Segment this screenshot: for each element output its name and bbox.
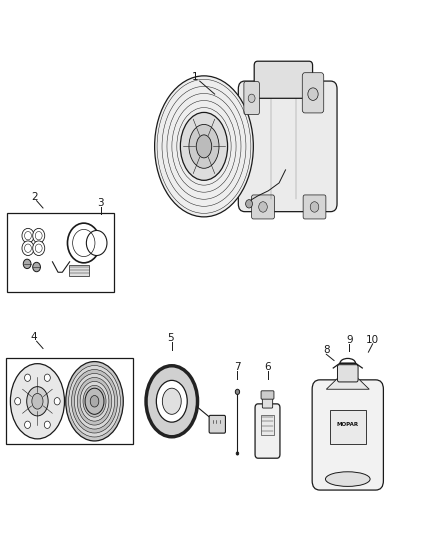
Ellipse shape [11,364,64,439]
Ellipse shape [69,366,120,437]
Ellipse shape [25,374,31,382]
Ellipse shape [67,223,100,263]
Text: 9: 9 [346,335,353,345]
Ellipse shape [86,389,103,413]
Ellipse shape [33,228,45,243]
Ellipse shape [235,389,240,394]
Ellipse shape [156,381,187,422]
Ellipse shape [80,382,109,421]
Text: 3: 3 [98,198,104,208]
Text: 4: 4 [30,332,37,342]
FancyBboxPatch shape [238,81,337,212]
FancyBboxPatch shape [251,195,274,219]
Ellipse shape [15,398,21,405]
Ellipse shape [236,452,239,455]
Ellipse shape [146,366,198,437]
Ellipse shape [22,241,34,255]
FancyBboxPatch shape [261,391,274,399]
Ellipse shape [90,395,99,407]
Ellipse shape [246,200,252,208]
Text: 10: 10 [366,335,379,345]
Ellipse shape [66,361,123,441]
Text: 1: 1 [192,72,199,83]
Text: MOPAR: MOPAR [337,422,359,427]
Ellipse shape [33,241,45,255]
Ellipse shape [32,393,43,409]
FancyBboxPatch shape [255,404,280,458]
Text: 2: 2 [31,191,38,201]
Text: 7: 7 [234,362,241,373]
Ellipse shape [325,472,370,487]
FancyBboxPatch shape [244,82,259,115]
Ellipse shape [162,388,181,414]
FancyBboxPatch shape [302,72,324,113]
Ellipse shape [44,421,50,429]
Ellipse shape [248,94,255,102]
Ellipse shape [155,76,253,217]
FancyBboxPatch shape [254,61,313,98]
Bar [6,358,133,444]
Text: 5: 5 [168,333,174,343]
Bar [330,410,366,444]
Ellipse shape [77,377,112,425]
Ellipse shape [25,421,31,429]
Text: 6: 6 [264,362,271,373]
Ellipse shape [71,369,117,433]
Bar [7,213,114,292]
Ellipse shape [85,388,104,414]
FancyBboxPatch shape [209,415,226,433]
Text: 8: 8 [323,345,330,355]
Ellipse shape [74,374,115,429]
Ellipse shape [180,112,228,180]
FancyBboxPatch shape [337,365,358,382]
Ellipse shape [86,230,107,255]
Bar [69,265,89,276]
FancyBboxPatch shape [303,195,326,219]
Ellipse shape [54,398,60,405]
Ellipse shape [27,386,48,416]
Ellipse shape [310,201,319,212]
Ellipse shape [44,374,50,382]
FancyBboxPatch shape [312,380,383,490]
Ellipse shape [196,135,212,158]
Ellipse shape [259,201,267,212]
Ellipse shape [83,385,106,417]
Bar [261,415,274,435]
Polygon shape [326,379,369,389]
Ellipse shape [308,88,318,100]
Ellipse shape [33,262,40,272]
Ellipse shape [189,124,219,168]
Ellipse shape [22,228,34,243]
Ellipse shape [23,259,31,269]
FancyBboxPatch shape [262,397,272,408]
